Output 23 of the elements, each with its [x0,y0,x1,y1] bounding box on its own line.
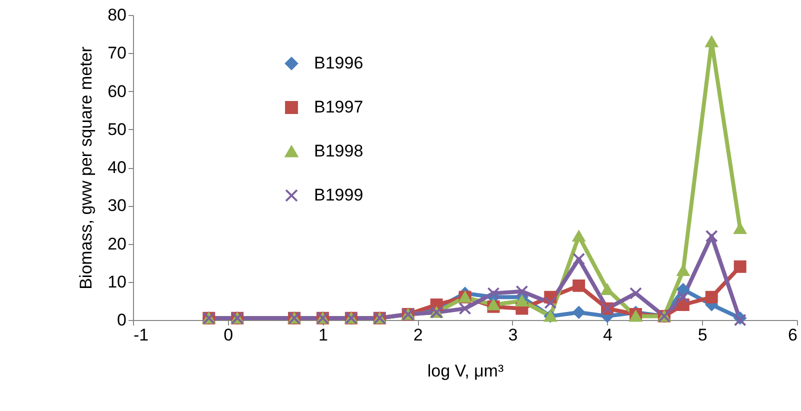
y-tick-label: 50 [108,120,126,139]
x-tick-label: 2 [413,326,423,344]
y-tick-label: 10 [108,272,126,292]
y-tick-label: 70 [108,44,126,63]
y-tick-label: 40 [108,158,126,177]
y-tick-label: 0 [117,310,126,330]
legend-label: B1996 [314,54,364,72]
x-tick-label: 5 [698,326,708,344]
x-tick-label: 3 [508,326,518,344]
x-tick-label: 6 [788,326,798,344]
x-tick-label: 4 [603,326,613,344]
legend-label: B1999 [314,186,364,204]
y-tick-label: 30 [108,196,126,216]
x-tick-label: -1 [134,326,149,344]
y-tick-label: 80 [108,6,126,24]
y-tick-label: 60 [108,82,126,101]
y-tick-label: 20 [108,234,126,254]
legend-label: B1997 [314,98,364,116]
x-tick-label: 0 [224,326,234,344]
x-tick-label: 1 [318,326,328,344]
legend-label: B1998 [314,142,364,160]
y-axis-title: Biomass, gww per square meter [76,46,96,290]
x-axis-title: log V, μm³ [427,362,504,380]
